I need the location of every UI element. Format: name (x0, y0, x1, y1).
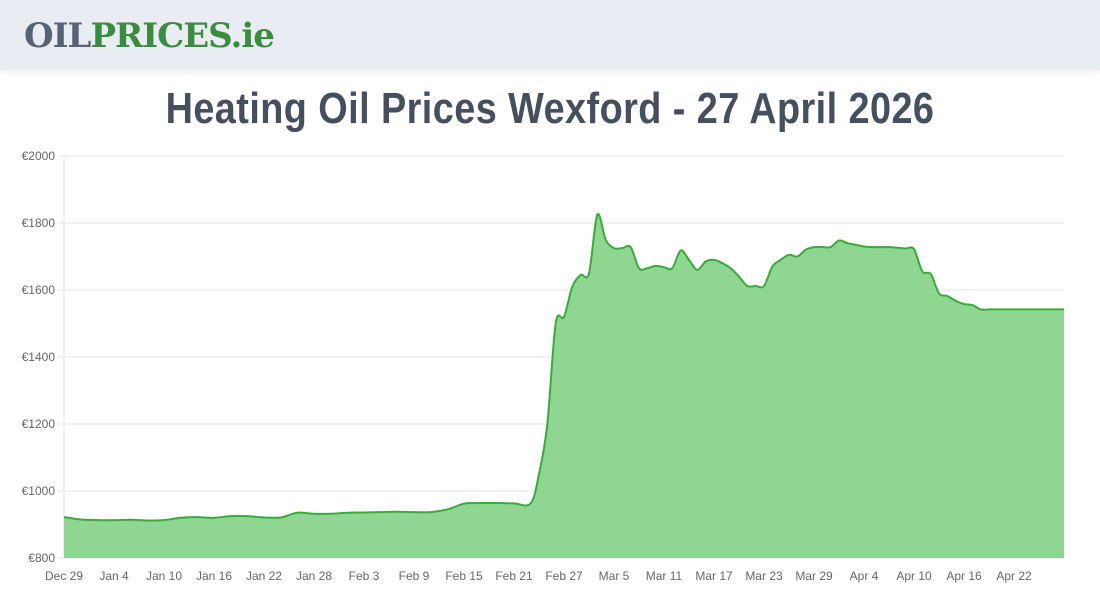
price-line (63, 212, 1064, 522)
x-tick-label: Feb 27 (545, 569, 583, 583)
x-tick-label: Jan 22 (246, 569, 282, 583)
x-tick-label: Apr 10 (896, 569, 932, 583)
y-tick-label: €1800 (22, 216, 56, 230)
x-tick-label: Apr 4 (850, 569, 879, 583)
y-axis: €2000 €1800 €1600 €1400 €1200 €1000 €800 (22, 149, 56, 565)
x-tick-label: Jan 16 (196, 569, 232, 583)
x-tick-label: Mar 29 (795, 569, 833, 583)
x-tick-label: Jan 28 (296, 569, 332, 583)
x-tick-label: Feb 3 (349, 569, 380, 583)
x-axis: Dec 29 Jan 4 Jan 10 Jan 16 Jan 22 Jan 28 Feb 3… (45, 569, 1032, 583)
x-tick-label: Apr 16 (946, 569, 982, 583)
page-title: Heating Oil Prices Wexford - 27 April 20… (165, 84, 935, 133)
y-tick-label: €2000 (22, 149, 56, 163)
y-tick-label: €1400 (22, 350, 56, 364)
site-logo[interactable]: OILPRICES.ie (24, 16, 275, 56)
x-tick-label: Feb 21 (495, 569, 533, 583)
x-tick-label: Apr 22 (996, 569, 1032, 583)
site-header: OILPRICES.ie (0, 0, 1100, 70)
x-tick-label: Feb 9 (399, 569, 430, 583)
x-tick-label: Dec 29 (45, 569, 83, 583)
x-tick-label: Feb 15 (445, 569, 483, 583)
price-area (64, 213, 1064, 558)
x-tick-label: Jan 10 (146, 569, 182, 583)
x-tick-label: Jan 4 (99, 569, 129, 583)
y-tick-label: €800 (28, 551, 55, 565)
x-tick-label: Mar 17 (695, 569, 733, 583)
logo-oil-text: OIL (24, 16, 91, 56)
x-tick-label: Mar 11 (646, 569, 683, 583)
y-tick-label: €1200 (22, 417, 56, 431)
y-tick-label: €1600 (22, 283, 56, 297)
y-tick-label: €1000 (22, 484, 56, 498)
logo-prices-text: PRICES.ie (90, 16, 274, 56)
x-tick-label: Mar 5 (599, 569, 630, 583)
x-tick-label: Mar 23 (745, 569, 783, 583)
